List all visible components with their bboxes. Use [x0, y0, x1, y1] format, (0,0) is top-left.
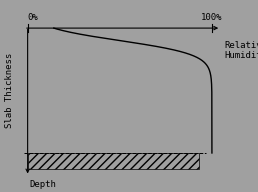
Text: Slab Thickness: Slab Thickness: [5, 53, 14, 128]
Text: Depth: Depth: [29, 180, 56, 189]
Text: 100%: 100%: [201, 13, 223, 22]
Text: 0%: 0%: [28, 13, 38, 22]
Text: Relative
Humidity: Relative Humidity: [225, 41, 258, 60]
Bar: [28, 153, 199, 169]
